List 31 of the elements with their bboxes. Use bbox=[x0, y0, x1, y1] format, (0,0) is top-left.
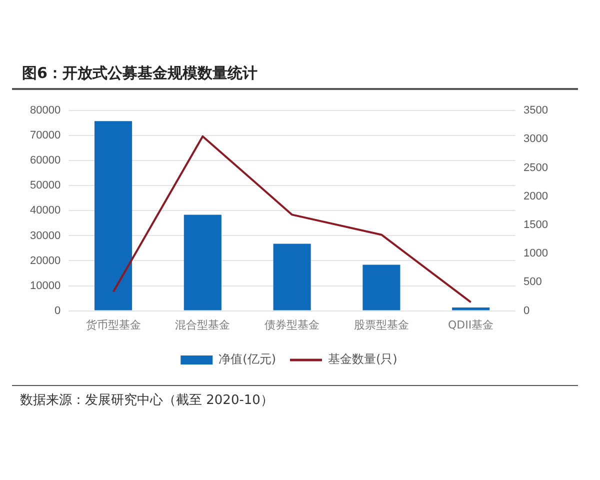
x-tick-label: 债券型基金 bbox=[264, 318, 320, 332]
bar bbox=[94, 121, 132, 310]
y-tick-label: 30000 bbox=[30, 230, 61, 242]
y2-tick-label: 2000 bbox=[524, 190, 548, 202]
y-tick-label: 10000 bbox=[30, 280, 61, 292]
source-note: 数据来源：发展研究中心（截至 2020-10） bbox=[20, 392, 274, 409]
y2-tick-label: 2500 bbox=[524, 162, 548, 174]
x-tick-label: 股票型基金 bbox=[354, 318, 409, 332]
y-tick-label: 80000 bbox=[30, 104, 61, 117]
y2-tick-label: 500 bbox=[524, 276, 542, 288]
legend-label: 基金数量(只) bbox=[328, 352, 398, 366]
y-tick-label: 40000 bbox=[30, 204, 61, 217]
bar bbox=[452, 308, 490, 310]
y2-tick-label: 1000 bbox=[524, 248, 548, 260]
legend-label: 净值(亿元) bbox=[218, 352, 276, 366]
y2-tick-label: 3000 bbox=[524, 133, 548, 146]
y-tick-label: 0 bbox=[54, 304, 61, 317]
y-tick-label: 70000 bbox=[30, 130, 61, 142]
y2-tick-label: 3500 bbox=[524, 104, 548, 117]
bar bbox=[184, 214, 222, 310]
chart-title: 图6：开放式公募基金规模数量统计 bbox=[22, 64, 258, 83]
y-tick-label: 50000 bbox=[30, 180, 61, 192]
y2-tick-label: 0 bbox=[524, 304, 530, 317]
y-tick-label: 60000 bbox=[30, 154, 61, 167]
x-tick-label: QDII基金 bbox=[448, 318, 494, 332]
x-tick-label: 混合型基金 bbox=[175, 318, 230, 332]
bar bbox=[273, 244, 311, 310]
x-tick-label: 货币型基金 bbox=[86, 318, 141, 332]
bar bbox=[362, 264, 400, 310]
y-tick-label: 20000 bbox=[30, 254, 61, 267]
y2-tick-label: 1500 bbox=[524, 219, 548, 232]
